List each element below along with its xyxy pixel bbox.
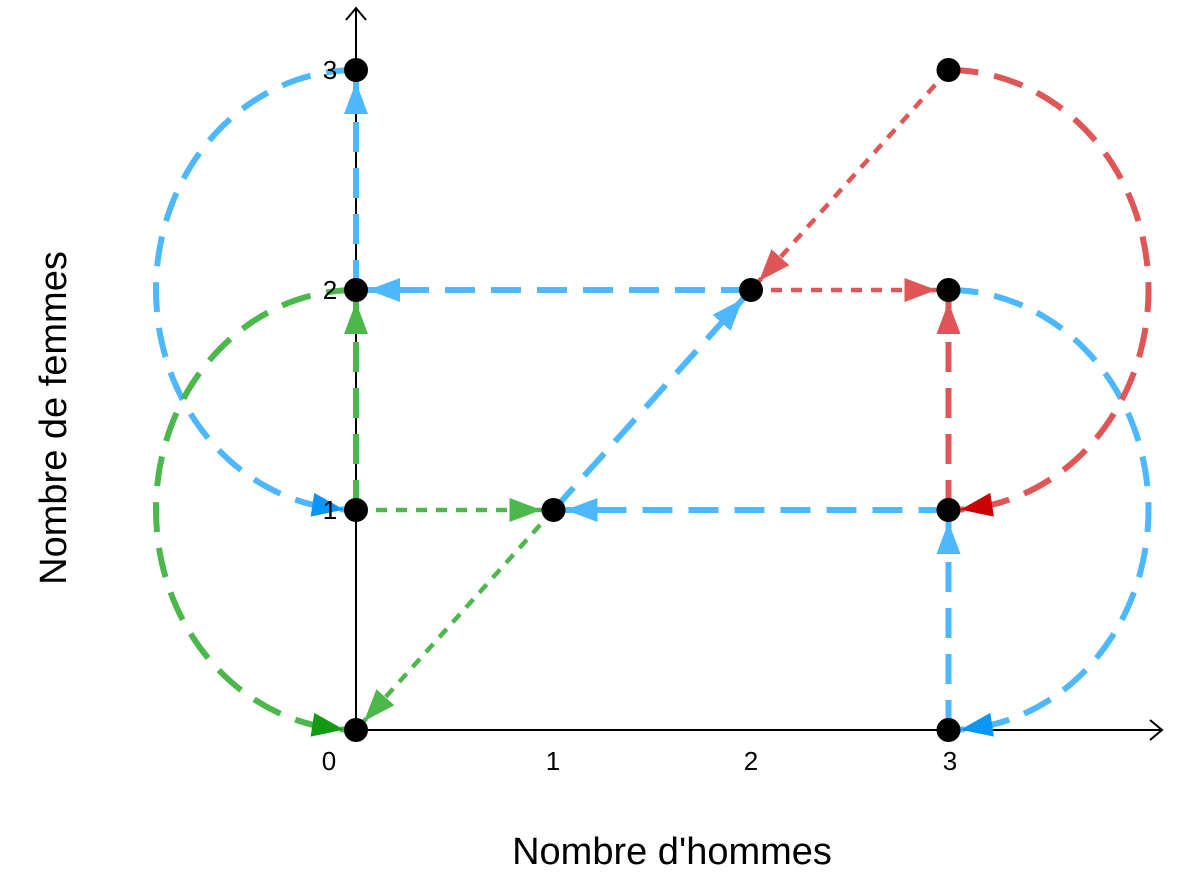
state-node: [936, 278, 961, 302]
green-transition-edge: [354, 508, 556, 732]
state-node: [344, 278, 368, 302]
x-tick-label: 2: [744, 746, 758, 776]
state-node: [936, 718, 961, 742]
state-node: [344, 498, 368, 522]
state-node: [541, 498, 566, 522]
red-transition-edge: [749, 68, 951, 292]
arrowhead-icon: [960, 492, 994, 517]
y-axis-label: Nombre de femmes: [33, 251, 75, 585]
blue-transition-edge: [551, 287, 754, 513]
state-node: [344, 58, 368, 82]
blue-transition-edge: [153, 67, 357, 513]
x-tick-label: 1: [546, 746, 560, 776]
axes: [345, 6, 1164, 741]
arrowhead-icon: [712, 298, 743, 331]
y-tick-label: 3: [323, 55, 337, 85]
red-transition-edge: [948, 67, 1152, 513]
tick-labels: 0 1 2 3 1 2 3: [322, 55, 957, 776]
state-node: [344, 718, 368, 742]
arrowhead-icon: [509, 498, 542, 522]
y-tick-label: 2: [323, 275, 337, 305]
arrowhead-icon: [904, 278, 937, 302]
arrowhead-icon: [344, 302, 368, 334]
blue-transition-edge: [948, 287, 1152, 733]
arrowhead-icon: [565, 498, 598, 522]
x-tick-label: 0: [322, 746, 336, 776]
arrowhead-icon: [364, 689, 395, 722]
y-tick-label: 1: [323, 495, 337, 525]
x-axis-arrow-icon: [1149, 719, 1164, 741]
arrowhead-icon: [936, 522, 961, 554]
edges: [153, 67, 1152, 737]
arrowhead-icon: [344, 82, 368, 114]
y-axis-arrow-icon: [345, 6, 367, 21]
arrowhead-icon: [936, 302, 961, 334]
arrowhead-icon: [368, 278, 400, 302]
state-node: [936, 498, 961, 522]
arrowhead-icon: [310, 492, 345, 517]
arrowhead-icon: [759, 249, 790, 282]
x-axis-label: Nombre d'hommes: [512, 831, 832, 873]
nodes: [344, 58, 961, 742]
x-tick-label: 3: [943, 746, 957, 776]
state-node: [739, 278, 763, 302]
arrowhead-icon: [960, 712, 994, 737]
state-node: [936, 58, 961, 82]
green-transition-edge: [153, 287, 357, 733]
arrowhead-icon: [310, 712, 345, 737]
